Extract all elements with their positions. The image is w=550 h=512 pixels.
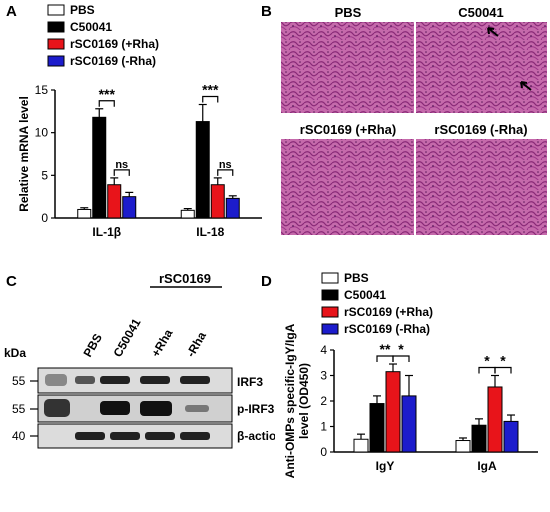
histology-label-rha-plus: rSC0169 (+Rha) xyxy=(300,122,396,137)
d-y-label-1: level (OD450) xyxy=(297,363,311,439)
a-y-tick-label-0: 0 xyxy=(41,211,48,225)
wb-marker-3: 40 xyxy=(12,429,26,443)
a-sig-label-2: *** xyxy=(202,82,219,98)
a-x-tick-label-1: IL-18 xyxy=(196,225,224,239)
wb-group-label: rSC0169 xyxy=(159,271,211,286)
arrow-mark-1 xyxy=(487,27,499,37)
a-x-tick-label-0: IL-1β xyxy=(92,225,121,239)
d-y-label-0: Anti-OMPs specific-IgY/IgA xyxy=(283,323,297,478)
d-y-tick-label-1: 1 xyxy=(320,420,327,434)
histology-panel: PBS C50041 rSC0169 (+Rha) rSC0169 (-Rha) xyxy=(281,5,547,235)
a-sig-label-3: ns xyxy=(219,159,232,171)
chart-d: PBS C50041 rSC0169 (+Rha) rSC0169 (-Rha) 0 1 2… xyxy=(283,271,538,478)
western-blot: rSC0169 PBS C50041 +Rha -Rha kDa 55 IRF3… xyxy=(4,271,275,449)
chart-a: PBS C50041 rSC0169 (+Rha) rSC0169 (-Rha) 0 5 1… xyxy=(17,3,262,239)
wb-row-name-beta-actin: β-action xyxy=(237,429,275,443)
wb-marker-1: 55 xyxy=(12,374,26,388)
a-y-tick-label-1: 5 xyxy=(41,168,48,182)
wb-kda-label: kDa xyxy=(4,346,26,360)
histology-label-c50041: C50041 xyxy=(458,5,504,20)
d-legend-label-0: PBS xyxy=(344,271,369,285)
d-legend-swatch-1 xyxy=(321,289,339,301)
d-x-tick-label-0: IgY xyxy=(376,459,395,473)
d-sig-bracket-1 xyxy=(392,355,410,363)
d-y-tick-label-0: 0 xyxy=(320,445,327,459)
wb-lane-rha-minus: -Rha xyxy=(183,329,209,359)
a-sig-label-1: ns xyxy=(115,159,128,171)
a-bar-1-3 xyxy=(225,197,240,219)
d-legend-label-1: C50041 xyxy=(344,288,386,302)
a-legend-swatch-3 xyxy=(47,55,65,67)
a-bar-0-1 xyxy=(92,116,107,219)
d-bar-0-0 xyxy=(353,438,369,453)
d-sig-bracket-3 xyxy=(494,366,512,374)
a-legend-swatch-1 xyxy=(47,21,65,33)
wb-lane-rha-plus: +Rha xyxy=(148,327,175,360)
d-sig-label-0: ** xyxy=(380,341,391,357)
a-bar-0-3 xyxy=(122,196,137,219)
a-y-label-0: Relative mRNA level xyxy=(17,96,31,212)
a-sig-bracket-1 xyxy=(113,169,130,176)
d-bar-0-1 xyxy=(369,403,385,453)
a-legend-swatch-0 xyxy=(47,4,65,16)
wb-lane-pbs: PBS xyxy=(80,331,104,359)
panel-letter-d: D xyxy=(261,273,272,290)
a-legend-label-2: rSC0169 (+Rha) xyxy=(70,37,159,51)
wb-row-name-p-irf3: p-IRF3 xyxy=(237,402,275,416)
d-legend-swatch-3 xyxy=(321,323,339,335)
d-bar-1-2 xyxy=(487,386,503,453)
wb-row-name-irf3: IRF3 xyxy=(237,375,263,389)
a-legend-label-0: PBS xyxy=(70,3,95,17)
a-sig-label-0: *** xyxy=(99,86,116,102)
a-bar-1-0 xyxy=(180,209,195,219)
d-y-tick-label-2: 2 xyxy=(320,394,327,408)
a-bar-1-1 xyxy=(195,121,210,219)
wb-lane-c50041: C50041 xyxy=(110,316,143,360)
a-bar-1-2 xyxy=(210,184,225,219)
a-sig-bracket-3 xyxy=(217,169,234,176)
a-bar-0-2 xyxy=(107,184,122,219)
d-bar-1-0 xyxy=(455,440,471,453)
d-bar-1-3 xyxy=(503,420,519,453)
d-bar-0-2 xyxy=(385,371,401,453)
histology-image-rha-minus xyxy=(416,139,547,235)
d-legend-swatch-2 xyxy=(321,306,339,318)
a-legend-swatch-2 xyxy=(47,38,65,50)
d-bar-1-1 xyxy=(471,424,487,453)
d-y-tick-label-3: 3 xyxy=(320,369,327,383)
histology-image-rha-plus xyxy=(281,139,414,235)
a-y-tick-label-3: 15 xyxy=(35,83,49,97)
wb-marker-2: 55 xyxy=(12,402,26,416)
d-sig-label-1: * xyxy=(398,341,404,357)
d-x-tick-label-1: IgA xyxy=(477,459,497,473)
d-y-tick-label-4: 4 xyxy=(320,343,327,357)
d-legend-swatch-0 xyxy=(321,272,339,284)
a-legend-label-3: rSC0169 (-Rha) xyxy=(70,54,156,68)
d-bar-0-3 xyxy=(401,395,417,453)
histology-label-pbs: PBS xyxy=(335,5,362,20)
a-sig-bracket-0 xyxy=(98,100,115,107)
d-legend-label-2: rSC0169 (+Rha) xyxy=(344,305,433,319)
panel-letter-b: B xyxy=(261,3,272,20)
d-sig-label-3: * xyxy=(500,353,506,369)
histology-image-pbs xyxy=(281,22,414,113)
histology-image-c50041 xyxy=(416,22,547,113)
d-sig-label-2: * xyxy=(484,353,490,369)
arrow-mark-2 xyxy=(520,81,532,91)
d-legend-label-3: rSC0169 (-Rha) xyxy=(344,322,430,336)
panel-letter-c: C xyxy=(6,273,17,290)
a-legend-label-1: C50041 xyxy=(70,20,112,34)
histology-label-rha-minus: rSC0169 (-Rha) xyxy=(434,122,527,137)
a-bar-0-0 xyxy=(77,208,92,219)
a-y-tick-label-2: 10 xyxy=(35,126,49,140)
panel-letter-a: A xyxy=(6,3,17,20)
a-sig-bracket-2 xyxy=(202,95,219,103)
